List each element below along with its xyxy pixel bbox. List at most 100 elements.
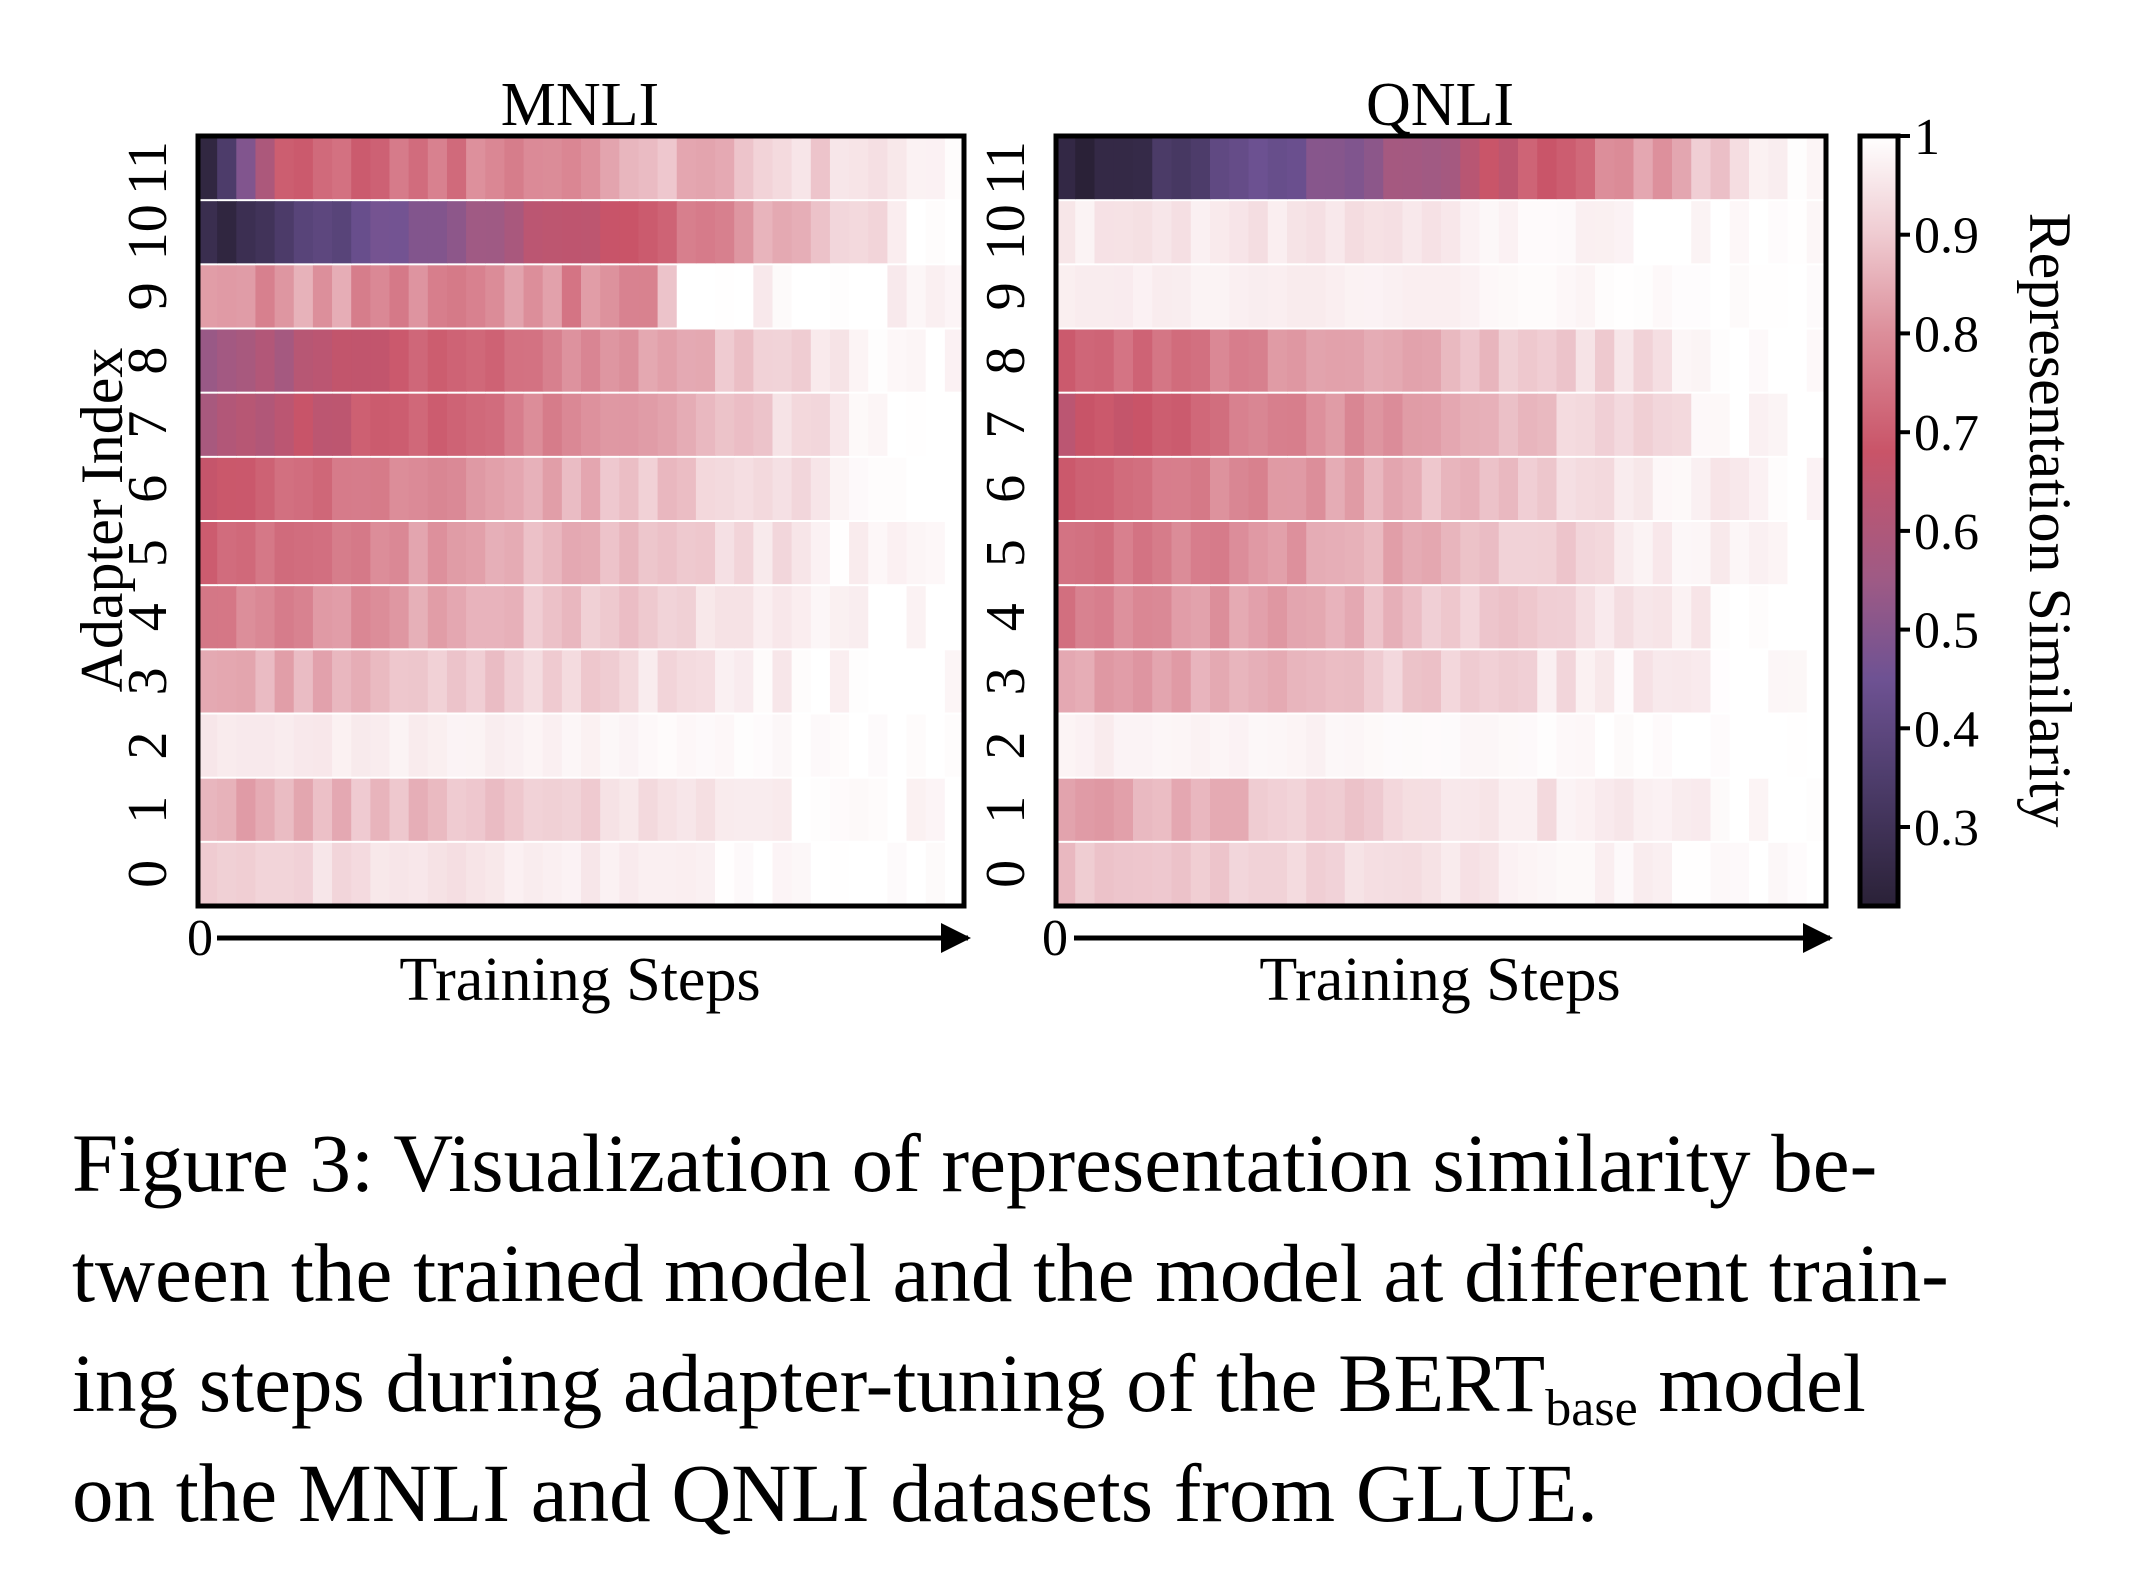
- heat-cell: [1768, 714, 1789, 777]
- heat-cell: [1152, 586, 1173, 649]
- heat-cell: [293, 778, 314, 841]
- colorbar-tick-label: 0.4: [1914, 701, 1979, 758]
- heat-cell: [676, 393, 697, 456]
- heat-cell: [504, 393, 525, 456]
- heat-cell: [1518, 201, 1538, 264]
- heat-cell: [638, 778, 659, 841]
- heat-cell: [1113, 522, 1134, 585]
- heat-cell: [542, 201, 563, 264]
- heat-cell: [312, 522, 333, 585]
- heat-cell: [1556, 586, 1577, 649]
- heat-cell: [1383, 393, 1404, 456]
- heat-cell: [351, 137, 371, 200]
- heat-cell: [1633, 522, 1654, 585]
- heat-cell: [561, 586, 582, 649]
- heat-cell: [1691, 393, 1712, 456]
- heat-cell: [868, 329, 888, 392]
- heat-cell: [408, 778, 429, 841]
- heat-cell: [657, 586, 678, 649]
- heat-cell: [504, 522, 525, 585]
- heat-cell: [466, 457, 486, 520]
- heat-cell: [1806, 778, 1827, 841]
- heat-cell: [523, 201, 544, 264]
- heat-cell: [1479, 457, 1500, 520]
- heat-cell: [370, 586, 391, 649]
- heat-cell: [1749, 778, 1769, 841]
- heat-cell: [638, 522, 659, 585]
- heat-cell: [887, 393, 908, 456]
- heat-cell: [255, 393, 276, 456]
- heat-cell: [1575, 457, 1596, 520]
- heat-cell: [1518, 522, 1538, 585]
- heat-cell: [1575, 842, 1596, 905]
- heat-cell: [695, 842, 716, 905]
- y-tick-label: 11: [975, 141, 1037, 195]
- heat-cell: [906, 842, 927, 905]
- heat-cell: [810, 457, 831, 520]
- heat-cell: [351, 393, 371, 456]
- y-tick-label: 7: [117, 411, 179, 439]
- heat-cell: [1056, 137, 1076, 200]
- heat-cell: [676, 137, 697, 200]
- heat-cell: [1402, 586, 1423, 649]
- heat-cell: [1729, 778, 1750, 841]
- heat-cell: [1749, 137, 1769, 200]
- heat-cell: [1614, 137, 1635, 200]
- heat-cell: [274, 714, 295, 777]
- heat-cell: [1056, 393, 1076, 456]
- heat-cell: [1190, 201, 1211, 264]
- heat-cell: [1094, 650, 1115, 713]
- heat-cell: [1787, 778, 1808, 841]
- heat-cell: [1575, 265, 1596, 328]
- heat-cell: [389, 201, 410, 264]
- heat-cell: [1768, 265, 1789, 328]
- heat-cell: [619, 137, 640, 200]
- heat-cell: [1421, 586, 1442, 649]
- heat-cell: [1344, 393, 1365, 456]
- heat-cell: [600, 201, 620, 264]
- heat-cell: [1479, 650, 1500, 713]
- heat-cell: [1364, 457, 1384, 520]
- heat-cell: [695, 137, 716, 200]
- heat-cell: [1691, 137, 1712, 200]
- heat-cell: [1171, 842, 1192, 905]
- heat-cell: [1575, 393, 1596, 456]
- heat-cell: [715, 201, 735, 264]
- heat-cell: [753, 201, 774, 264]
- mnli-title: MNLI: [501, 71, 659, 139]
- caption-line-2: tween the trained model and the model at…: [72, 1227, 1949, 1319]
- heat-cell: [1364, 329, 1384, 392]
- heat-cell: [1113, 265, 1134, 328]
- heat-cell: [523, 650, 544, 713]
- heat-cell: [1113, 329, 1134, 392]
- heat-cell: [427, 393, 448, 456]
- heat-cell: [1421, 265, 1442, 328]
- heat-cell: [274, 393, 295, 456]
- heat-cell: [1267, 714, 1288, 777]
- y-tick-label: 6: [975, 475, 1037, 503]
- heat-cell: [1787, 586, 1808, 649]
- heat-cell: [1498, 842, 1519, 905]
- heat-cell: [849, 778, 869, 841]
- heat-cell: [1768, 201, 1789, 264]
- heat-cell: [1460, 393, 1481, 456]
- heat-cell: [542, 714, 563, 777]
- heat-cell: [1287, 137, 1307, 200]
- heat-cell: [829, 778, 850, 841]
- heat-cell: [1787, 329, 1808, 392]
- heat-cell: [1171, 393, 1192, 456]
- heat-cell: [1787, 457, 1808, 520]
- colorbar-tick-label: 0.9: [1914, 208, 1979, 265]
- heat-cell: [542, 457, 563, 520]
- heat-cell: [351, 842, 371, 905]
- heat-cell: [1056, 265, 1076, 328]
- heat-cell: [1133, 522, 1153, 585]
- heat-cell: [1479, 265, 1500, 328]
- heat-cell: [485, 586, 505, 649]
- heat-cell: [466, 522, 486, 585]
- heat-cell: [1325, 778, 1346, 841]
- heat-cell: [1710, 137, 1731, 200]
- heat-cell: [1210, 714, 1230, 777]
- heat-cell: [1229, 329, 1250, 392]
- heat-cell: [734, 778, 754, 841]
